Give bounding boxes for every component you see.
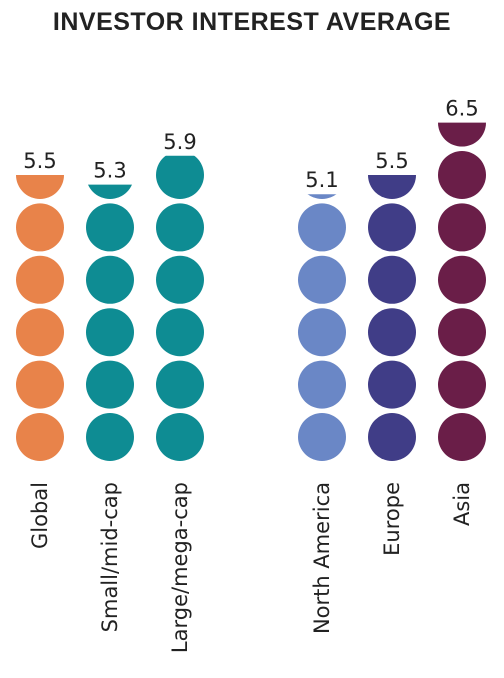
dot [438,255,486,304]
category-label: Global [28,482,52,549]
dot [368,360,416,409]
dot [298,308,346,357]
value-label: 5.5 [375,149,408,173]
partial-dot [438,122,486,147]
dot [156,308,204,357]
dot [156,360,204,409]
chart-title: INVESTOR INTEREST AVERAGE [52,8,452,36]
category-label: North America [310,482,334,634]
value-label: 5.9 [163,130,196,154]
category-label: Small/mid-cap [98,482,122,632]
category-label: Europe [380,482,404,556]
partial-dot [307,194,337,199]
partial-dot [88,184,132,199]
dot [16,413,64,461]
chart-marks: 5.5 Global 5.3 Small/mid-cap 5.9 Large/mega-c… [16,97,486,653]
dot [16,203,64,252]
dot [86,413,134,461]
dot [16,360,64,409]
dot [86,255,134,304]
partial-dot [16,175,64,199]
dot [86,203,134,252]
dot [298,203,346,252]
category-label: Large/mega-cap [168,482,192,653]
value-label: 5.1 [305,168,338,192]
dot [86,360,134,409]
dot [298,255,346,304]
value-label: 5.3 [93,159,126,183]
dot [368,308,416,357]
dot [16,255,64,304]
dot [16,308,64,357]
dot [298,360,346,409]
dot [438,151,486,199]
dot [156,413,204,461]
dot [438,360,486,409]
dot [438,413,486,461]
dot [438,203,486,252]
value-label: 6.5 [445,97,478,121]
dot [298,413,346,461]
dot [156,203,204,252]
value-label: 5.5 [23,149,56,173]
partial-dot [368,175,416,199]
dot [368,203,416,252]
dot [156,255,204,304]
category-label: Asia [450,482,474,526]
dot [368,255,416,304]
dot [438,308,486,357]
dot [86,308,134,357]
dot [368,413,416,461]
partial-dot [156,155,204,199]
